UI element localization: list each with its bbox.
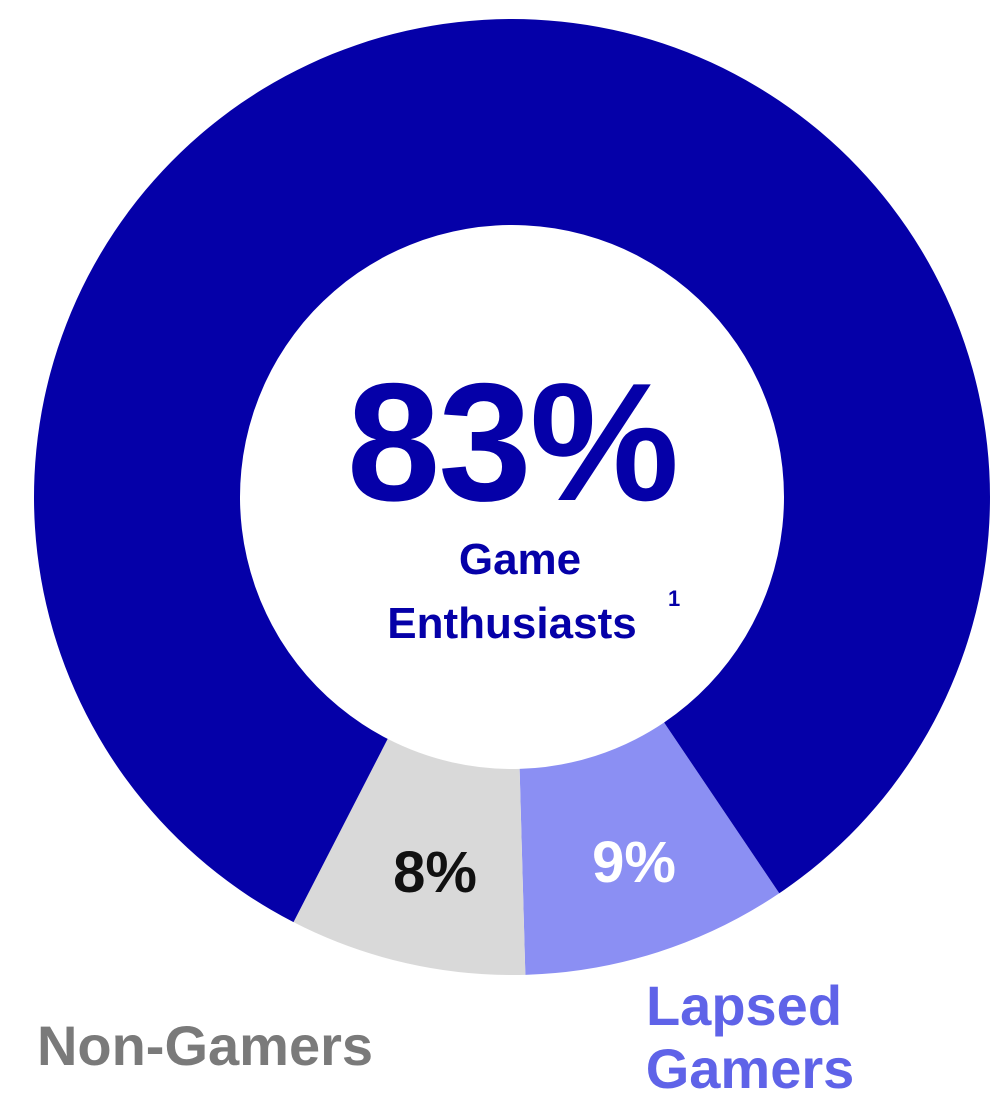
slice-game-enthusiasts [33, 18, 990, 923]
center-label-line2: Enthusiasts [387, 599, 636, 648]
slice-value-label-lapsed: 9% [592, 830, 676, 895]
slice-value-label-nongamers: 8% [393, 840, 477, 905]
slice-lapsed-gamers [519, 722, 780, 975]
legend-lapsed-line2: Gamers [646, 1037, 855, 1097]
legend-lapsed-line1: Lapsed [646, 974, 842, 1037]
slice-non-gamers [293, 738, 526, 976]
legend-nongamers: Non-Gamers [37, 1014, 373, 1077]
donut-slices [33, 18, 990, 976]
center-label-line1: Game [459, 535, 581, 584]
center-label-footnote: 1 [668, 586, 680, 611]
center-value: 83% [347, 348, 677, 536]
